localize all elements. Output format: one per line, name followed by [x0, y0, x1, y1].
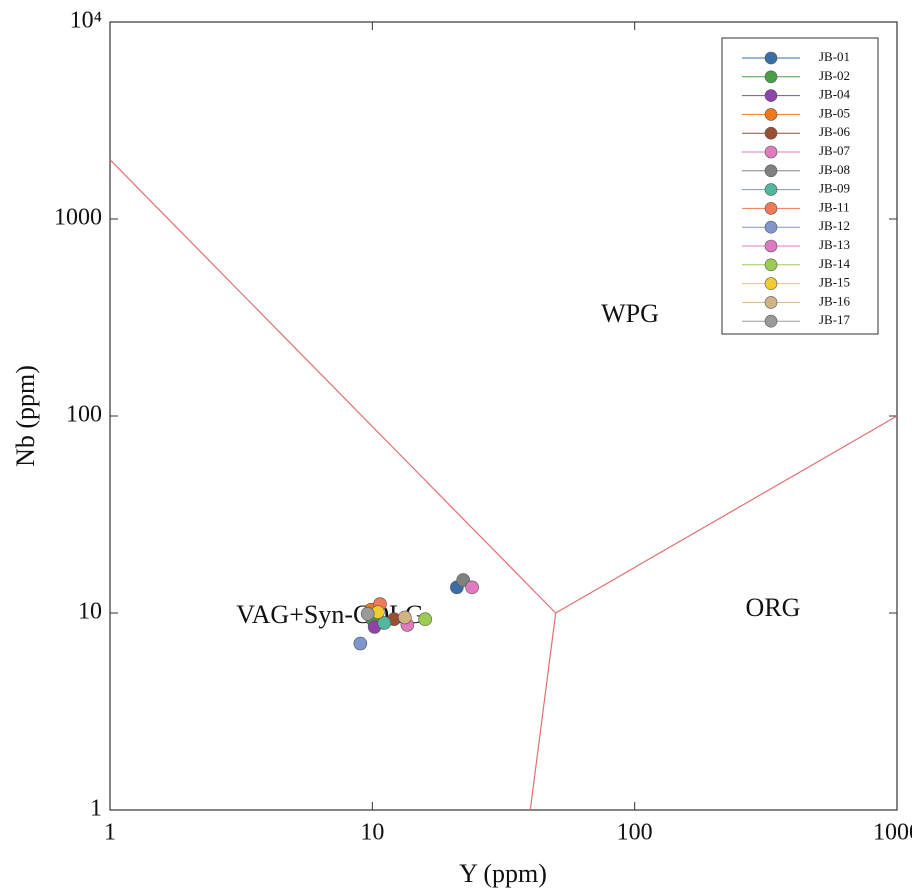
legend-marker [764, 183, 778, 196]
y-tick-label: 10⁴ [70, 8, 102, 34]
legend-box [721, 37, 879, 335]
legend-marker [764, 314, 778, 328]
legend-marker [764, 239, 778, 253]
legend-marker [764, 51, 778, 65]
legend-label: JB-06 [819, 124, 851, 139]
data-point [456, 573, 470, 587]
boundary-line [529, 612, 557, 811]
boundary-line [555, 415, 898, 614]
legend-marker [764, 145, 778, 159]
legend-marker [764, 108, 778, 121]
legend-label: JB-16 [819, 293, 851, 308]
y-tick-label: 100 [66, 402, 102, 428]
x-tick-label: 100 [617, 820, 653, 846]
legend-marker [764, 202, 778, 215]
legend-label: JB-01 [819, 49, 850, 64]
data-point [353, 636, 368, 651]
x-axis-label: Y (ppm) [459, 859, 547, 888]
legend-label: JB-04 [819, 87, 851, 102]
legend-marker [764, 258, 778, 272]
data-point [398, 610, 412, 625]
y-axis-label: Nb (ppm) [11, 365, 40, 467]
legend-marker [764, 126, 778, 140]
region-label: WPG [601, 299, 659, 328]
y-tick-label: 1000 [54, 205, 102, 231]
legend-label: JB-05 [819, 105, 850, 120]
data-point [377, 616, 392, 630]
legend-label: JB-15 [819, 275, 850, 290]
data-point [465, 580, 479, 595]
legend-label: JB-17 [819, 312, 851, 327]
data-point [418, 612, 432, 627]
legend-label: JB-11 [819, 199, 850, 214]
data-point [360, 607, 375, 621]
x-tick-label: 1 [104, 820, 116, 846]
legend-marker [764, 277, 778, 290]
legend-marker [764, 164, 778, 178]
legend-label: JB-02 [819, 68, 850, 83]
legend-label: JB-08 [819, 162, 850, 177]
legend-label: JB-13 [819, 237, 850, 252]
y-tick-label: 10 [78, 599, 102, 625]
legend-marker [764, 220, 778, 234]
boundary-line [109, 159, 557, 614]
legend-marker [764, 89, 778, 102]
legend-label: JB-14 [819, 256, 851, 271]
region-label: ORG [746, 593, 801, 622]
legend-label: JB-09 [819, 181, 850, 196]
legend-marker [764, 70, 778, 84]
x-tick-label: 10 [360, 820, 384, 846]
legend-label: JB-12 [819, 218, 850, 233]
legend-label: JB-07 [819, 143, 851, 158]
x-tick-label: 1000 [873, 820, 912, 846]
legend-marker [764, 296, 778, 309]
y-tick-label: 1 [90, 796, 102, 822]
